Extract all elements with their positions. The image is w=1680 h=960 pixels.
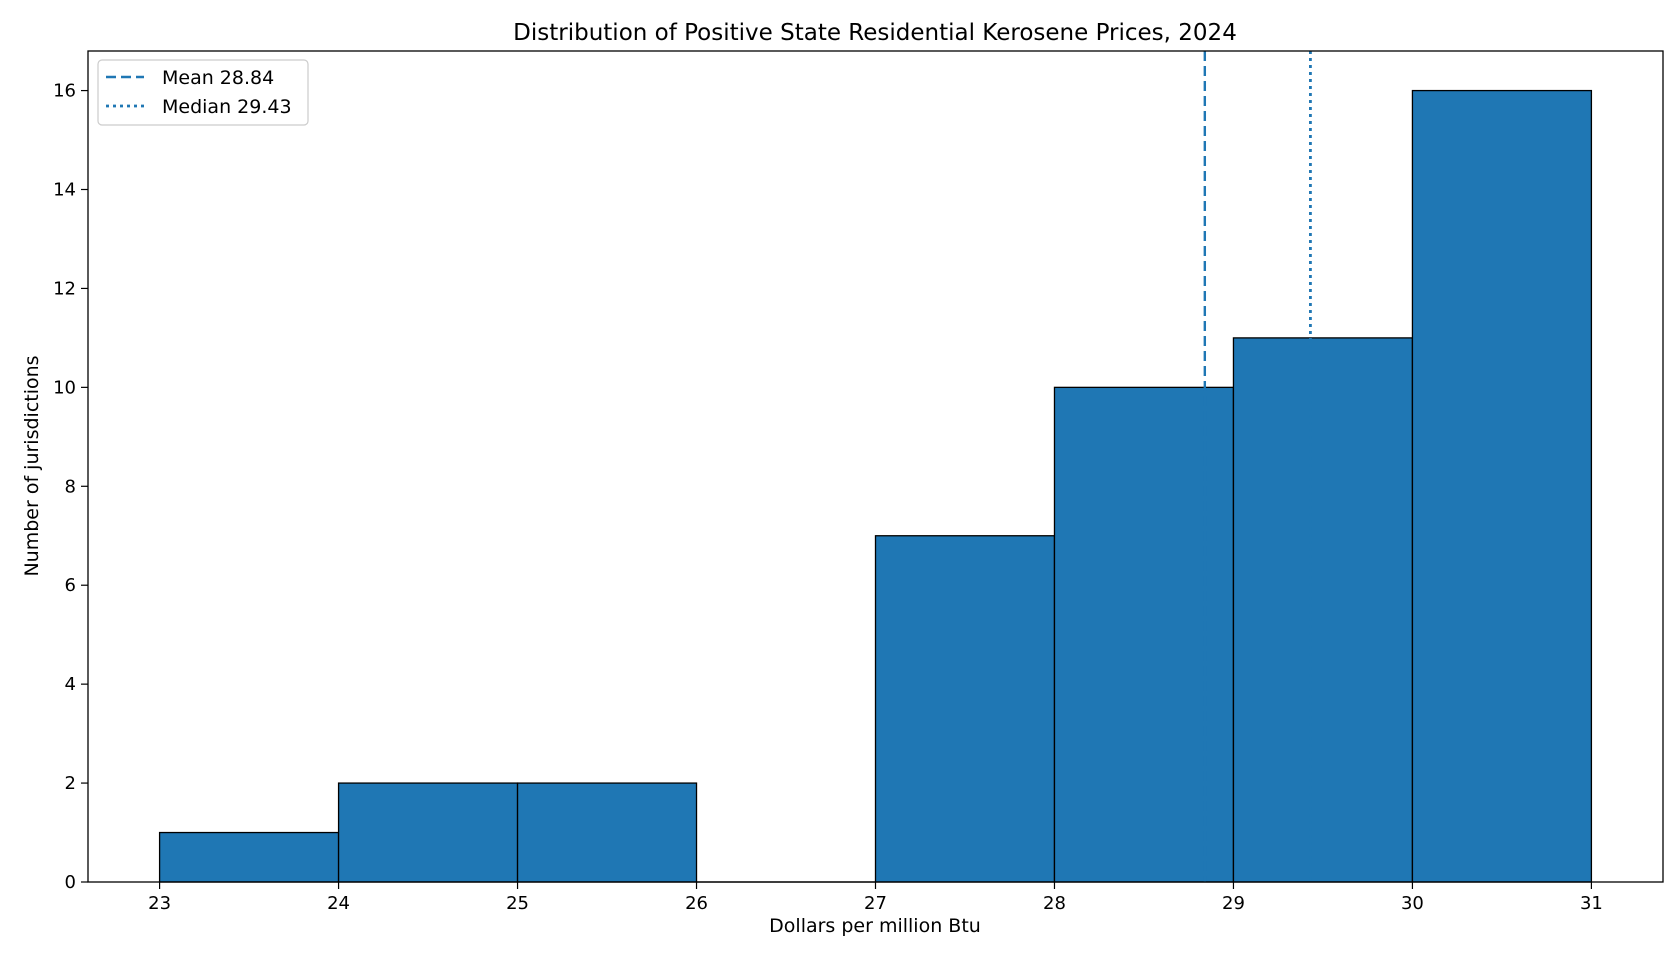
y-tick-label: 2	[65, 773, 76, 794]
histogram-bar-6	[1053, 386, 1235, 883]
chart-title: Distribution of Positive State Residenti…	[513, 20, 1237, 46]
histogram-bar-8	[1411, 89, 1593, 883]
bars-group	[158, 89, 1593, 883]
y-tick-label: 16	[53, 81, 76, 102]
legend: Mean 28.84 Median 29.43	[97, 59, 309, 126]
histogram-bar-1	[158, 831, 340, 883]
x-tick-label: 26	[685, 893, 708, 914]
x-tick-label: 31	[1580, 893, 1603, 914]
reference-lines-group	[1203, 51, 1312, 882]
x-tick-label: 29	[1222, 893, 1245, 914]
y-tick-label: 10	[53, 377, 76, 398]
y-axis-ticks: 0 2 4 6 8 10 12 14 16	[53, 81, 88, 893]
y-tick-label: 14	[53, 180, 76, 201]
x-tick-label: 24	[327, 893, 350, 914]
histogram-bar-3	[516, 782, 698, 883]
x-tick-label: 25	[506, 893, 529, 914]
legend-median-label: Median 29.43	[162, 96, 292, 118]
histogram-bar-5	[874, 535, 1056, 883]
legend-mean-label: Mean 28.84	[162, 67, 274, 89]
x-tick-label: 28	[1043, 893, 1066, 914]
y-tick-label: 6	[65, 575, 76, 596]
legend-box	[97, 59, 309, 126]
y-tick-label: 0	[65, 872, 76, 893]
y-tick-label: 4	[65, 674, 76, 695]
x-axis-label: Dollars per million Btu	[769, 915, 981, 937]
x-tick-label: 23	[148, 893, 171, 914]
x-tick-label: 30	[1401, 893, 1424, 914]
x-tick-label: 27	[864, 893, 887, 914]
y-tick-label: 8	[65, 476, 76, 497]
histogram-bar-2	[337, 782, 519, 883]
y-axis-label: Number of jurisdictions	[21, 355, 43, 576]
y-tick-label: 12	[53, 278, 76, 299]
x-axis-ticks: 23 24 25 26 27 28 29 30 31	[148, 882, 1603, 914]
histogram-bar-7	[1232, 337, 1414, 883]
